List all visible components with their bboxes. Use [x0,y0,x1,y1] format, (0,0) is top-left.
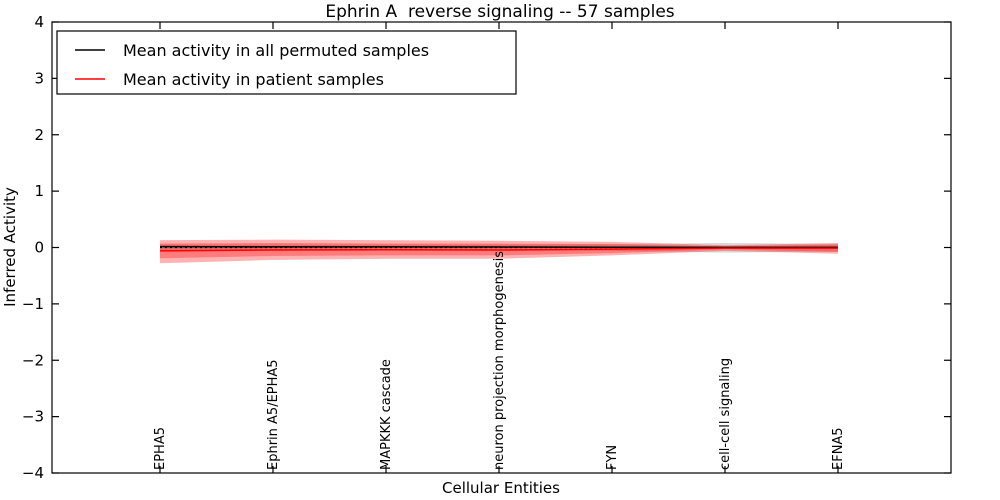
legend-box [56,30,517,95]
patient-mean-line [159,247,839,252]
x-tick-label: FYN [605,445,620,470]
y-tick-labels: 4 3 2 1 0 −1 −2 −3 −4 [22,13,44,482]
line-layer [159,245,839,252]
y-tick-label: −1 [22,295,44,313]
patient-samples-outer-band [160,239,838,264]
legend-label-patient: Mean activity in patient samples [123,70,384,89]
x-tick-label: cell-cell signaling [718,358,733,470]
permuted-mean-line [159,245,838,249]
x-tick-labels: EPHA5 Ephrin A5/EPHA5 MAPKKK cascade neuron… [153,251,846,470]
y-tick-label: −4 [22,464,44,482]
y-tick-label: 2 [34,126,44,144]
chart-title: Ephrin A reverse signaling -- 57 samples [325,2,674,22]
y-tick-label: −2 [22,351,44,369]
y-tick-label: 4 [34,13,44,31]
x-tick-label: EPHA5 [153,427,168,470]
x-axis-label: Cellular Entities [442,479,560,497]
legend-label-permuted: Mean activity in all permuted samples [123,41,429,60]
x-tick-label: Ephrin A5/EPHA5 [266,359,281,470]
legend: Mean activity in all permuted samples Me… [56,30,517,95]
y-tick-label: 0 [34,239,44,257]
y-tick-label: 1 [34,182,44,200]
x-tick-label: MAPKKK cascade [379,359,394,470]
y-tick-label: −3 [22,408,44,426]
y-axis-label: Inferred Activity [1,187,19,307]
x-tick-label: EFNA5 [831,427,846,470]
y-tick-label: 3 [34,69,44,87]
x-tick-label: neuron projection morphogenesis [492,251,507,470]
